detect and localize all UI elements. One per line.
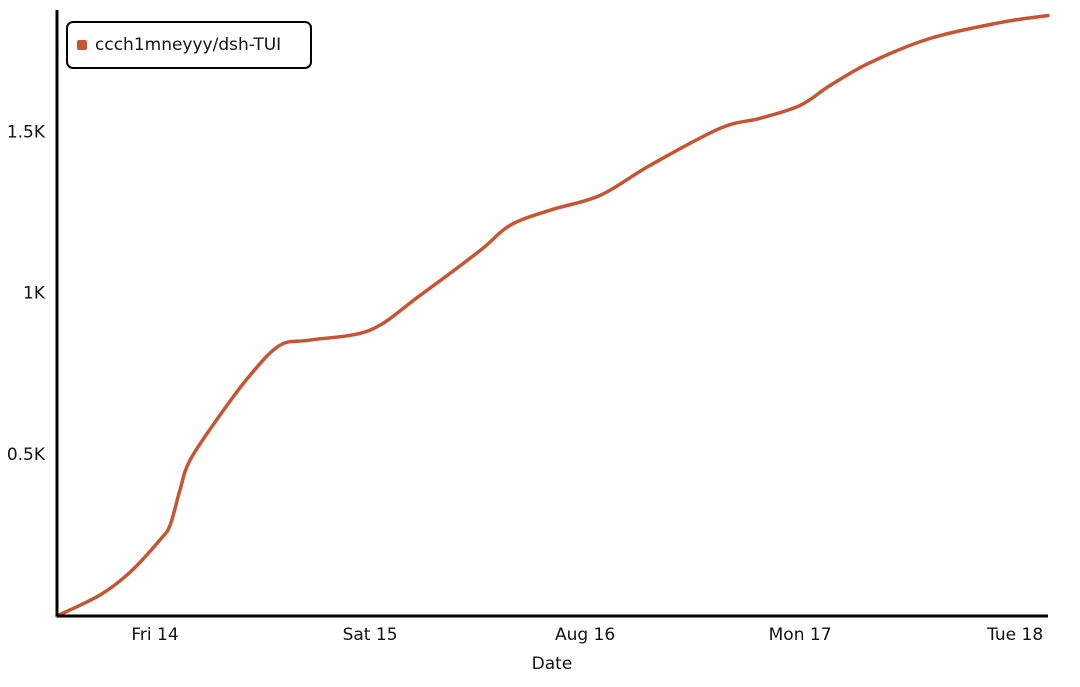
legend: ccch1mneyyy/dsh-TUI: [66, 21, 312, 69]
legend-label: ccch1mneyyy/dsh-TUI: [95, 35, 281, 55]
y-tick-label: 0.5K: [7, 445, 46, 465]
x-axis-label: Date: [532, 654, 573, 674]
series-line: [55, 13, 1050, 618]
x-tick-label: Aug 16: [555, 625, 615, 645]
y-tick-label: 1.5K: [7, 122, 46, 142]
legend-box: [66, 21, 312, 69]
x-tick-label: Mon 17: [769, 625, 832, 645]
legend-swatch: [77, 40, 87, 50]
x-tick-label: Sat 15: [343, 625, 398, 645]
x-tick-label: Fri 14: [131, 625, 178, 645]
y-tick-label: 1K: [23, 284, 46, 304]
x-tick-label: Tue 18: [986, 625, 1043, 645]
